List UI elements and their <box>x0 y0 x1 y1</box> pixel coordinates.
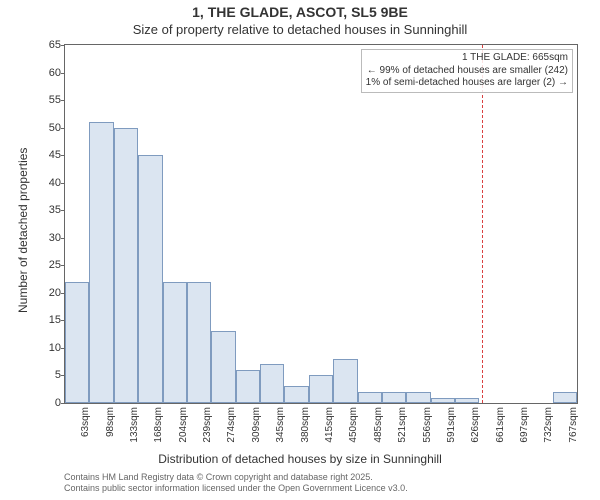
x-tick-label: 204sqm <box>178 407 189 443</box>
y-tick-label: 50 <box>49 122 61 134</box>
plot-area: 0510152025303540455055606563sqm98sqm133s… <box>64 44 578 404</box>
y-tick-mark <box>61 265 65 266</box>
x-tick-label: 697sqm <box>519 407 530 443</box>
x-tick-label: 63sqm <box>80 407 91 437</box>
marker-line <box>482 45 483 403</box>
annotation-line: 1% of semi-detached houses are larger (2… <box>366 77 568 90</box>
annotation-line: ← 99% of detached houses are smaller (24… <box>366 65 568 78</box>
histogram-bar <box>138 155 162 403</box>
y-tick-mark <box>61 155 65 156</box>
histogram-bar <box>406 392 430 403</box>
x-tick-label: 345sqm <box>275 407 286 443</box>
annotation-line: 1 THE GLADE: 665sqm <box>366 52 568 65</box>
x-tick-label: 380sqm <box>300 407 311 443</box>
y-tick-label: 55 <box>49 94 61 106</box>
x-tick-label: 556sqm <box>422 407 433 443</box>
x-tick-label: 521sqm <box>397 407 408 443</box>
x-tick-label: 767sqm <box>568 407 579 443</box>
y-tick-mark <box>61 100 65 101</box>
y-tick-label: 30 <box>49 232 61 244</box>
x-tick-label: 450sqm <box>348 407 359 443</box>
y-tick-mark <box>61 210 65 211</box>
chart-title: 1, THE GLADE, ASCOT, SL5 9BE <box>0 4 600 20</box>
marker-annotation: 1 THE GLADE: 665sqm← 99% of detached hou… <box>361 49 573 93</box>
x-tick-label: 309sqm <box>251 407 262 443</box>
x-tick-label: 168sqm <box>153 407 164 443</box>
x-tick-label: 661sqm <box>495 407 506 443</box>
histogram-bar <box>260 364 284 403</box>
y-tick-mark <box>61 128 65 129</box>
x-tick-label: 591sqm <box>446 407 457 443</box>
y-tick-label: 10 <box>49 342 61 354</box>
y-tick-label: 35 <box>49 204 61 216</box>
histogram-bar <box>382 392 406 403</box>
histogram-bar <box>114 128 138 403</box>
y-tick-label: 65 <box>49 39 61 51</box>
x-tick-label: 239sqm <box>202 407 213 443</box>
histogram-bar <box>89 122 113 403</box>
x-tick-label: 274sqm <box>226 407 237 443</box>
y-tick-mark <box>61 183 65 184</box>
x-axis-label: Distribution of detached houses by size … <box>0 452 600 466</box>
attribution-line: Contains HM Land Registry data © Crown c… <box>64 472 408 483</box>
histogram-bar <box>163 282 187 403</box>
y-tick-mark <box>61 238 65 239</box>
chart-container: 1, THE GLADE, ASCOT, SL5 9BE Size of pro… <box>0 0 600 500</box>
x-tick-label: 732sqm <box>543 407 554 443</box>
histogram-bar <box>431 398 455 404</box>
y-tick-label: 25 <box>49 259 61 271</box>
attribution-line: Contains public sector information licen… <box>64 483 408 494</box>
histogram-bar <box>284 386 308 403</box>
histogram-bar <box>333 359 357 403</box>
y-tick-mark <box>61 403 65 404</box>
y-tick-mark <box>61 73 65 74</box>
histogram-bar <box>309 375 333 403</box>
histogram-bar <box>236 370 260 403</box>
histogram-bar <box>211 331 235 403</box>
x-tick-label: 133sqm <box>129 407 140 443</box>
y-tick-mark <box>61 45 65 46</box>
histogram-bar <box>187 282 211 403</box>
histogram-bar <box>358 392 382 403</box>
attribution: Contains HM Land Registry data © Crown c… <box>64 472 408 494</box>
y-tick-label: 20 <box>49 287 61 299</box>
y-tick-label: 45 <box>49 149 61 161</box>
x-tick-label: 415sqm <box>324 407 335 443</box>
x-tick-label: 626sqm <box>470 407 481 443</box>
histogram-bar <box>553 392 577 403</box>
chart-subtitle: Size of property relative to detached ho… <box>0 22 600 37</box>
y-axis-label: Number of detached properties <box>16 148 30 313</box>
histogram-bar <box>65 282 89 403</box>
y-tick-label: 40 <box>49 177 61 189</box>
x-tick-label: 98sqm <box>105 407 116 437</box>
x-tick-label: 485sqm <box>373 407 384 443</box>
y-tick-label: 15 <box>49 314 61 326</box>
y-tick-label: 60 <box>49 67 61 79</box>
histogram-bar <box>455 398 479 404</box>
